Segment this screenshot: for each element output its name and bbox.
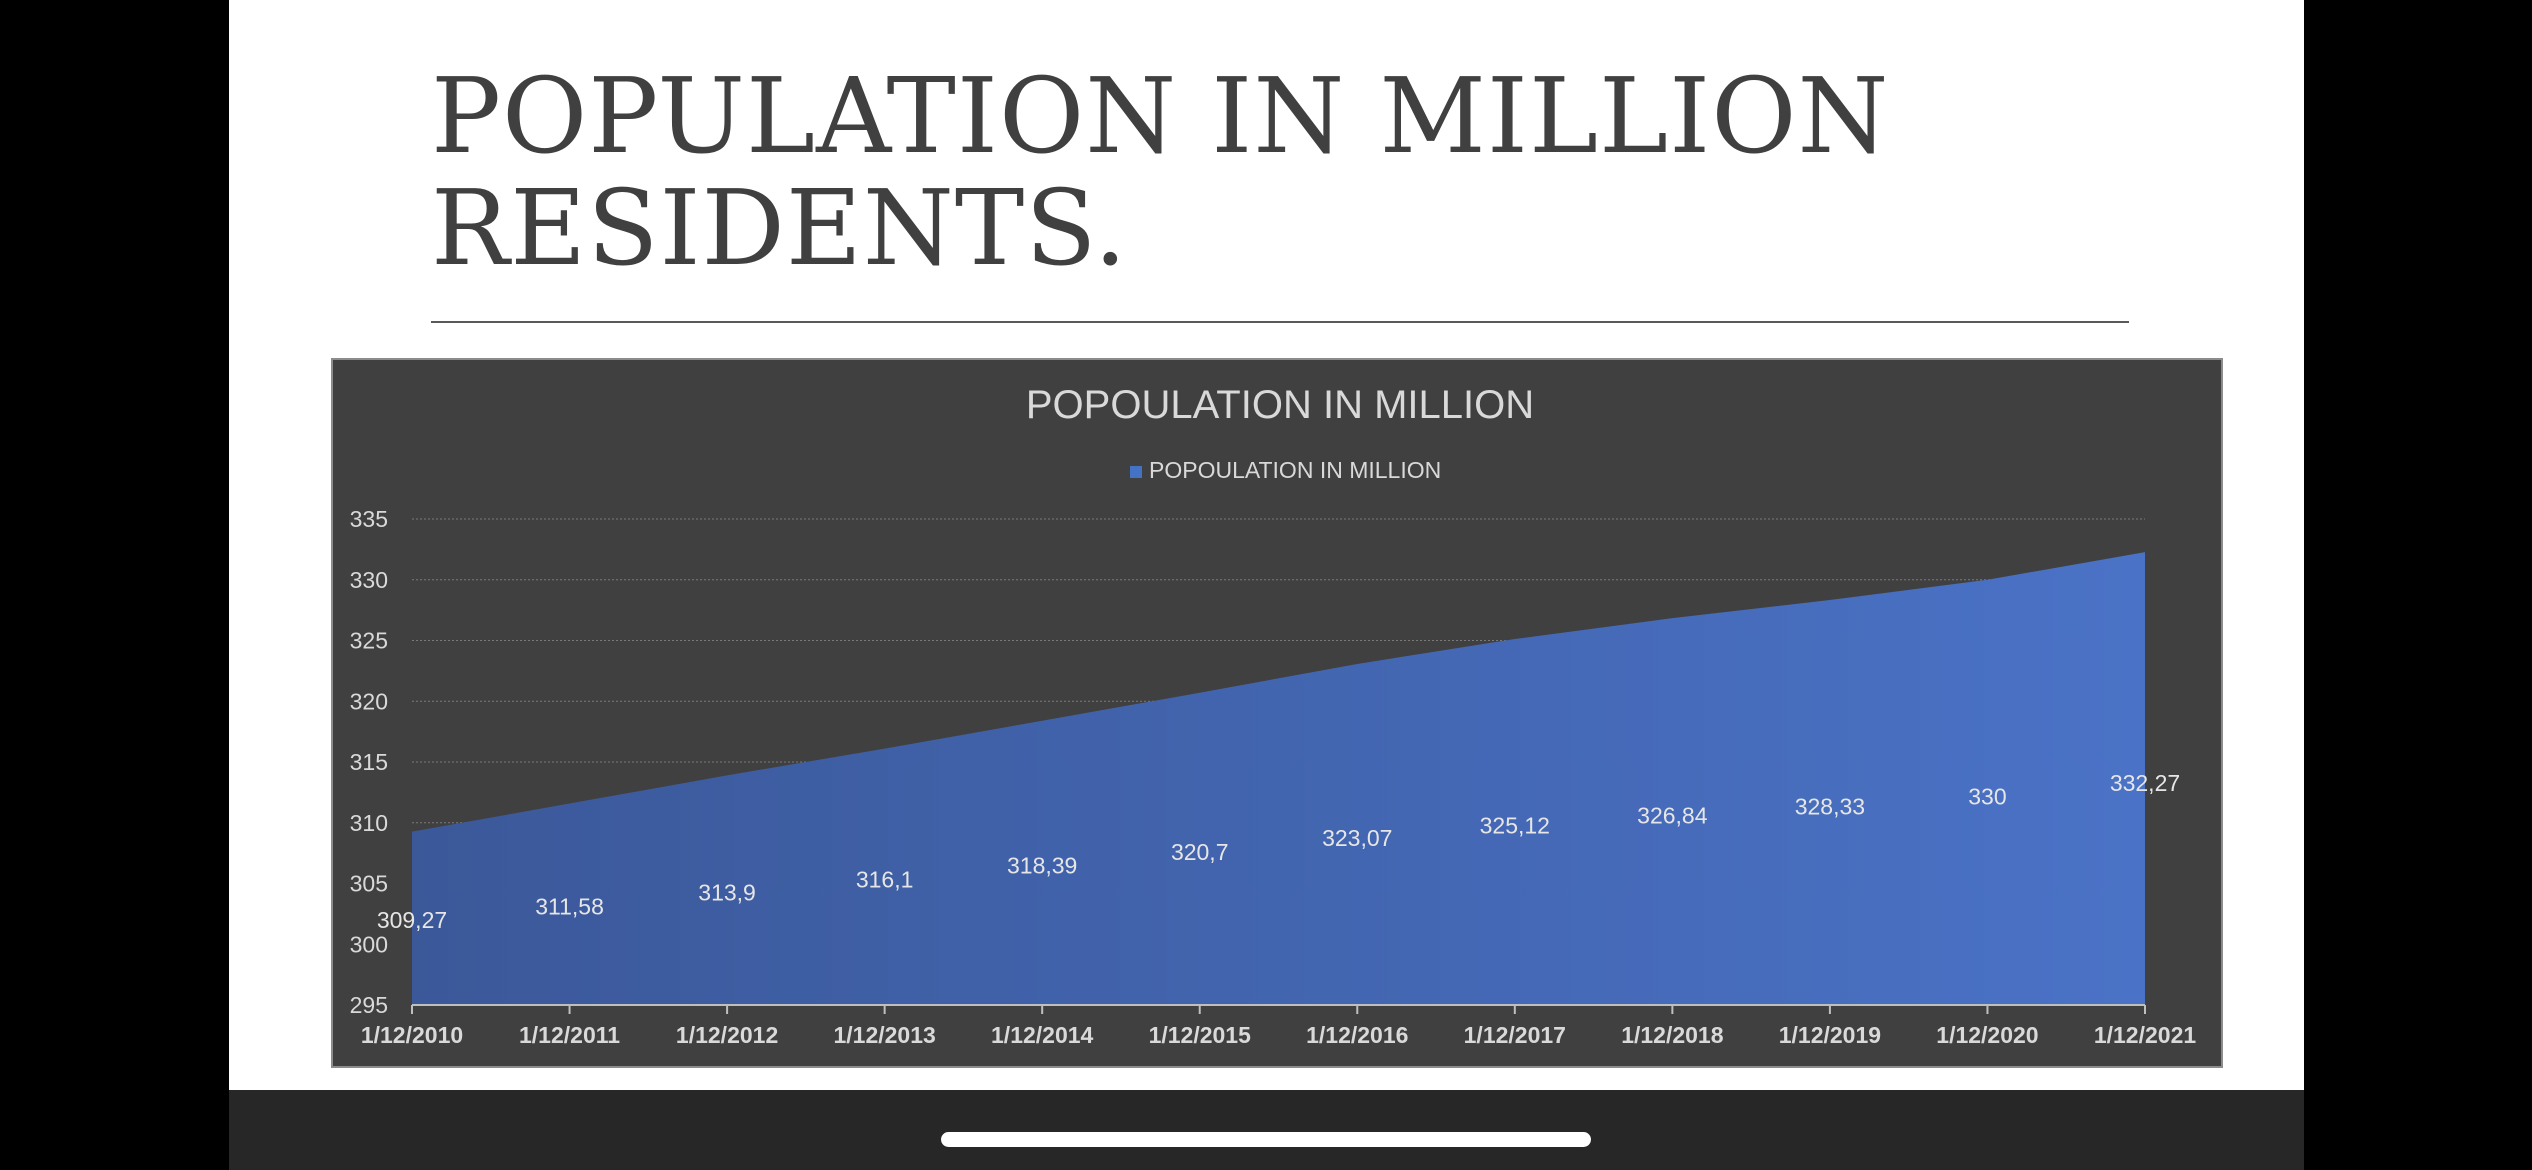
data-label: 318,39 — [1007, 853, 1077, 879]
x-tick-label: 1/12/2010 — [361, 1022, 463, 1048]
legend-label: POPOULATION IN MILLION — [1149, 457, 1441, 483]
x-tick-label: 1/12/2019 — [1779, 1022, 1881, 1048]
slide-title: POPULATION IN MILLION RESIDENTS. — [431, 60, 1889, 284]
data-label: 330 — [1968, 784, 2006, 810]
y-tick-label: 300 — [350, 931, 388, 957]
area-chart: POPOULATION IN MILLION POPOULATION IN MI… — [350, 383, 2197, 1048]
slide-title-line-2: RESIDENTS. — [431, 167, 1128, 289]
y-tick-label: 315 — [350, 749, 388, 775]
y-tick-label: 325 — [350, 628, 388, 654]
data-label: 309,27 — [377, 907, 447, 933]
data-label: 326,84 — [1637, 802, 1708, 828]
data-label: 313,9 — [698, 879, 756, 905]
bottom-bar — [229, 1090, 2304, 1170]
y-tick-label: 295 — [350, 992, 388, 1018]
area-series — [412, 552, 2145, 1005]
x-tick-label: 1/12/2020 — [1936, 1022, 2038, 1048]
data-label: 332,27 — [2110, 770, 2180, 796]
y-tick-label: 330 — [350, 567, 388, 593]
slide-title-line-1: POPULATION IN MILLION — [431, 55, 1890, 177]
y-axis-tick-labels: 295 300 305 310 315 320 325 330 335 — [350, 506, 388, 1018]
data-label: 323,07 — [1322, 825, 1392, 851]
data-label: 328,33 — [1795, 794, 1865, 820]
x-tick-label: 1/12/2013 — [833, 1022, 935, 1048]
y-tick-label: 320 — [350, 688, 388, 714]
x-tick-label: 1/12/2018 — [1621, 1022, 1724, 1048]
x-axis-tick-labels: 1/12/2010 1/12/2011 1/12/2012 1/12/2013 1/12… — [361, 1022, 2197, 1048]
chart-container: POPOULATION IN MILLION POPOULATION IN MI… — [331, 358, 2223, 1068]
x-tick-label: 1/12/2011 — [519, 1022, 620, 1048]
data-label: 316,1 — [856, 866, 914, 892]
data-labels: 309,27 311,58 313,9 316,1 318,39 320,7 323,07 3… — [377, 770, 2180, 933]
home-indicator[interactable] — [941, 1132, 1591, 1147]
x-tick-label: 1/12/2016 — [1306, 1022, 1408, 1048]
data-label: 320,7 — [1171, 839, 1229, 865]
title-divider — [431, 321, 2129, 323]
y-tick-label: 305 — [350, 871, 388, 897]
x-axis — [411, 1004, 2146, 1014]
y-tick-label: 310 — [350, 810, 388, 836]
data-label: 325,12 — [1480, 813, 1550, 839]
chart-title: POPOULATION IN MILLION — [1026, 383, 1534, 427]
y-tick-label: 335 — [350, 506, 388, 532]
x-tick-label: 1/12/2015 — [1149, 1022, 1252, 1048]
data-label: 311,58 — [535, 893, 604, 919]
legend-swatch — [1130, 466, 1142, 478]
x-tick-label: 1/12/2021 — [2094, 1022, 2197, 1048]
x-tick-label: 1/12/2014 — [991, 1022, 1094, 1048]
x-tick-label: 1/12/2017 — [1464, 1022, 1566, 1048]
x-tick-label: 1/12/2012 — [676, 1022, 778, 1048]
chart-legend: POPOULATION IN MILLION — [1130, 457, 1441, 483]
slide: POPULATION IN MILLION RESIDENTS. POPOULA… — [229, 0, 2304, 1090]
